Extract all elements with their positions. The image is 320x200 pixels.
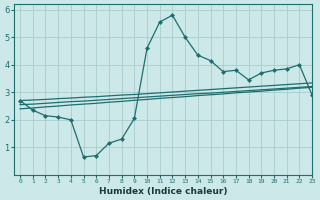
X-axis label: Humidex (Indice chaleur): Humidex (Indice chaleur) <box>99 187 227 196</box>
